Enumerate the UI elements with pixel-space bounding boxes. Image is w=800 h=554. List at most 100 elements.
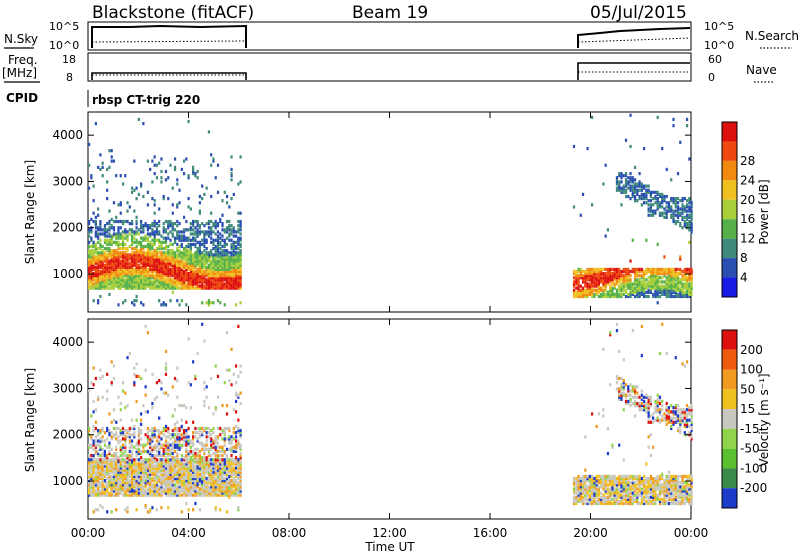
heatmap-cell <box>239 211 242 215</box>
heatmap-cell <box>196 451 199 456</box>
heatmap-cell <box>164 485 168 489</box>
heatmap-cell <box>187 238 190 242</box>
heatmap-cell <box>212 263 215 267</box>
heatmap-cell <box>151 259 154 263</box>
heatmap-cell <box>99 485 102 489</box>
heatmap-cell <box>654 211 657 215</box>
heatmap-cell <box>577 274 580 278</box>
heatmap-cell <box>624 171 628 176</box>
heatmap-cell <box>99 462 102 466</box>
heatmap-cell <box>90 464 93 468</box>
heatmap-cell <box>153 238 156 242</box>
heatmap-cell <box>690 228 693 232</box>
heatmap-cell <box>151 230 154 234</box>
heatmap-cell <box>110 460 113 464</box>
heatmap-cell <box>187 483 190 487</box>
heatmap-cell <box>173 466 177 470</box>
heatmap-cell <box>180 403 183 408</box>
heatmap-cell <box>142 445 145 449</box>
heatmap-cell <box>180 238 183 242</box>
heatmap-cell <box>173 236 177 240</box>
heatmap-cell <box>130 485 134 489</box>
heatmap-cell <box>600 278 603 282</box>
heatmap-cell <box>640 292 643 297</box>
heatmap-cell <box>663 199 666 203</box>
heatmap-cell <box>203 274 206 278</box>
heatmap-cell <box>137 282 140 286</box>
heatmap-cell <box>106 228 109 232</box>
heatmap-cell <box>137 491 140 495</box>
heatmap-cell <box>162 491 165 495</box>
heatmap-cell <box>171 251 174 255</box>
heatmap-cell <box>146 278 149 282</box>
heatmap-cell <box>158 447 161 451</box>
heatmap-cell <box>153 428 156 433</box>
heatmap-cell <box>164 265 168 269</box>
heatmap-cell <box>162 271 165 276</box>
heatmap-cell <box>112 435 116 439</box>
heatmap-cell <box>611 276 614 280</box>
heatmap-cell <box>128 257 131 261</box>
heatmap-cell <box>126 510 129 514</box>
heatmap-cell <box>99 428 102 433</box>
heatmap-cell <box>162 426 165 431</box>
heatmap-cell <box>670 288 673 292</box>
heatmap-cell <box>126 485 129 489</box>
heatmap-cell <box>178 433 181 437</box>
heatmap-cell <box>629 269 632 274</box>
heatmap-cell <box>581 290 585 294</box>
heatmap-cell <box>117 230 120 234</box>
heatmap-cell <box>232 276 235 280</box>
heatmap-cell <box>88 278 91 282</box>
heatmap-cell <box>144 259 147 263</box>
heatmap-cell <box>176 437 179 441</box>
heatmap-cell <box>90 470 93 474</box>
heatmap-cell <box>228 458 231 462</box>
heatmap-cell <box>239 232 242 236</box>
heatmap-cell <box>192 485 195 489</box>
heatmap-cell <box>94 219 97 224</box>
heatmap-cell <box>108 232 111 236</box>
heatmap-cell <box>97 453 100 458</box>
heatmap-cell <box>595 474 598 479</box>
heatmap-cell <box>110 257 113 261</box>
heatmap-cell <box>196 464 199 468</box>
heatmap-cell <box>146 244 149 249</box>
heatmap-cell <box>214 246 217 251</box>
heatmap-cell <box>144 476 147 481</box>
heatmap-cell <box>133 278 136 282</box>
heatmap-cell <box>94 234 97 238</box>
heatmap-cell <box>219 460 222 464</box>
heatmap-cell <box>665 213 668 217</box>
heatmap-cell <box>112 466 116 470</box>
heatmap-cell <box>176 219 179 224</box>
heatmap-cell <box>137 443 140 447</box>
heatmap-cell <box>119 491 122 495</box>
heatmap-cell <box>180 278 183 282</box>
heatmap-cell <box>221 263 224 267</box>
heatmap-cell <box>171 468 174 472</box>
heatmap-cell <box>121 466 125 470</box>
heatmap-cell <box>602 288 605 292</box>
heatmap-cell <box>94 224 97 228</box>
heatmap-cell <box>110 249 113 253</box>
heatmap-cell <box>189 265 192 269</box>
heatmap-cell <box>133 458 136 462</box>
heatmap-cell <box>602 497 605 501</box>
heatmap-cell <box>164 441 168 445</box>
heatmap-cell <box>640 267 643 272</box>
heatmap-cell <box>192 489 195 493</box>
heatmap-cell <box>182 491 186 495</box>
heatmap-cell <box>176 182 179 186</box>
heatmap-cell <box>126 487 129 491</box>
heatmap-cell <box>618 284 621 288</box>
heatmap-cell <box>103 271 107 276</box>
heatmap-cell <box>633 196 637 201</box>
heatmap-cell <box>171 385 174 389</box>
heatmap-cell <box>187 381 190 385</box>
heatmap-cell <box>146 251 149 255</box>
heatmap-cell <box>173 464 177 468</box>
heatmap-cell <box>228 274 231 278</box>
heatmap-cell <box>618 180 621 184</box>
heatmap-cell <box>615 178 619 182</box>
